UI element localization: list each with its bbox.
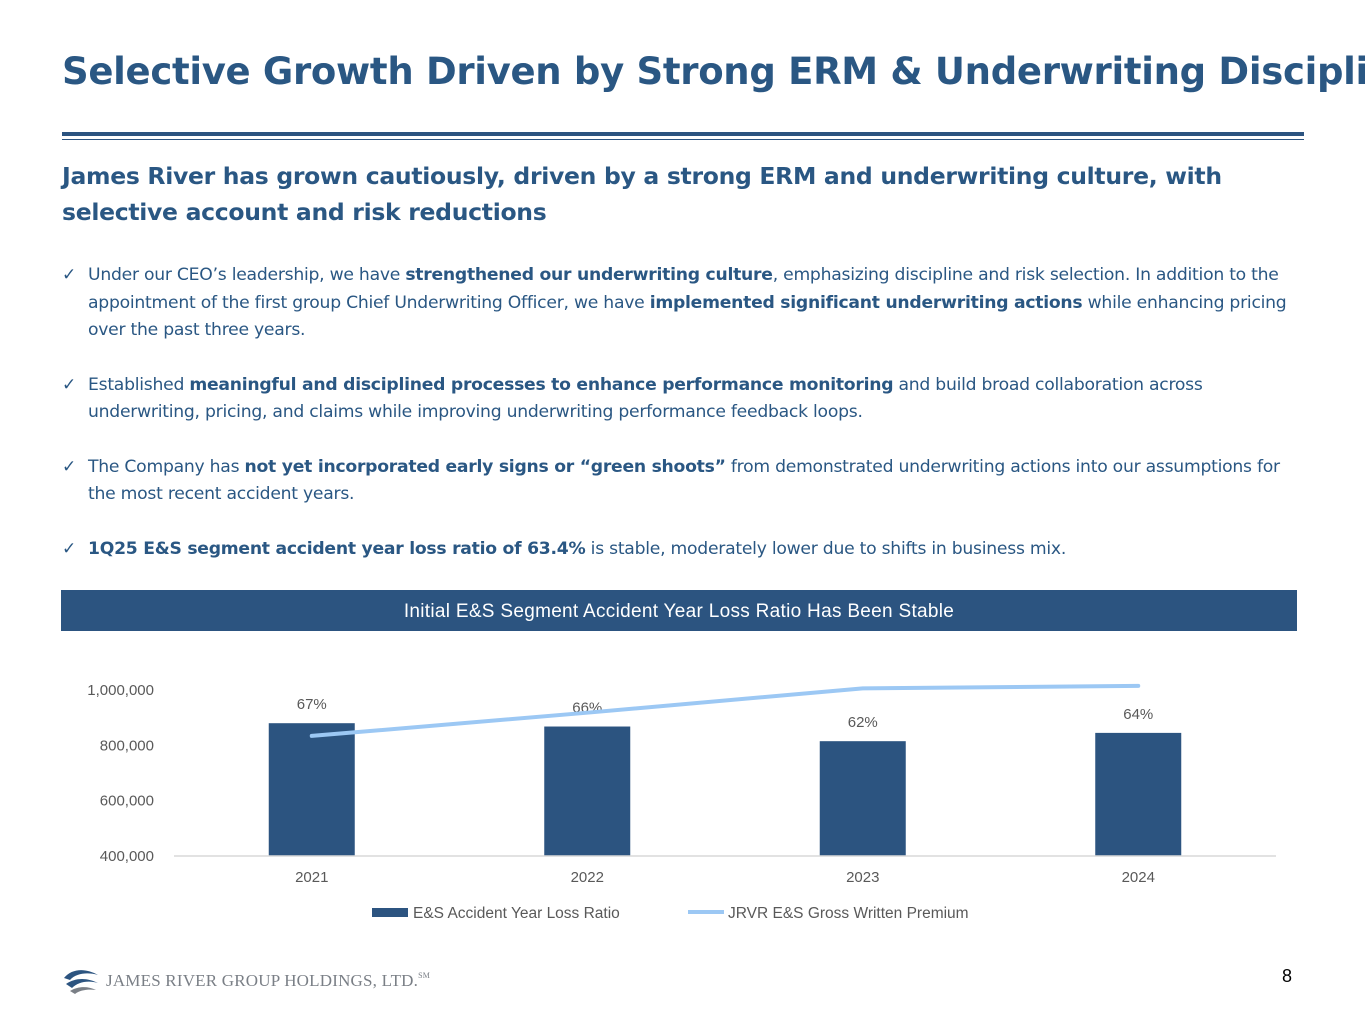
company-logo: JAMES RIVER GROUP HOLDINGS, LTD.SM [62,966,430,996]
bullet-text: and build broad collaboration across und… [88,374,1203,423]
check-icon: ✓ [62,265,76,285]
bar [544,726,631,856]
series-line [309,683,1141,738]
x-tick-label: 2023 [846,869,879,886]
bullet-item: ✓ The Company has not yet incorporated e… [62,454,1302,509]
bullet-text: from demonstrated underwriting actions i… [88,456,1280,505]
legend-label: JRVR E&S Gross Written Premium [728,905,969,922]
bullet-list: ✓ Under our CEO’s leadership, we have st… [62,262,1302,590]
x-tick-label: 2021 [295,869,328,886]
bar-data-label: 62% [848,714,878,731]
legend-swatch-bar [372,908,408,917]
subtitle: James River has grown cautiously, driven… [62,162,1222,226]
bar [268,723,355,856]
logo-text: JAMES RIVER GROUP HOLDINGS, LTD.SM [106,971,430,991]
logo-company-name: JAMES RIVER GROUP HOLDINGS, LTD. [106,971,419,990]
check-icon: ✓ [62,374,76,395]
x-tick-label: 2024 [1122,869,1155,886]
title-divider-thin [62,139,1304,140]
chart-title-banner: Initial E&S Segment Accident Year Loss R… [61,590,1297,631]
bar-data-label: 64% [1123,706,1153,723]
bullet-bold-text: not yet incorporated early signs or “gre… [244,456,726,477]
bar [1095,732,1182,856]
bullet-text: , emphasizing discipline and risk select… [88,265,1279,313]
bullet-text: is stable, moderately lower due to shift… [585,538,1067,559]
bullet-item: ✓ Established meaningful and disciplined… [62,372,1302,427]
y-tick-label: 1,000,000 [87,682,154,699]
bullet-text: while enhancing pricing over the past th… [88,292,1287,341]
y-tick-label: 800,000 [100,737,154,754]
bullet-bold-text: meaningful and disciplined processes to … [189,374,894,395]
bullet-text: Under our CEO’s leadership, we have [88,265,406,285]
bullet-text: The Company has [88,456,245,477]
bar-data-label: 67% [297,696,327,713]
bullet-bold-text: strengthened our underwriting culture [405,265,773,285]
bullet-bold-text: implemented significant underwriting act… [649,292,1083,313]
legend-label: E&S Accident Year Loss Ratio [413,905,620,922]
logo-trademark: SM [418,971,431,980]
title-divider-thick [62,132,1304,136]
bullet-item: ✓ Under our CEO’s leadership, we have st… [62,262,1302,345]
bar [819,741,906,856]
check-icon: ✓ [62,456,76,477]
bullet-text: Established [88,374,190,395]
bullet-bold-text: 1Q25 E&S segment accident year loss rati… [88,538,586,559]
james-river-logo-icon [64,970,98,994]
y-tick-label: 400,000 [100,848,154,865]
x-tick-label: 2022 [571,869,604,886]
page-number: 8 [1281,966,1292,986]
page-title: Selective Growth Driven by Strong ERM & … [62,50,1365,93]
y-tick-label: 600,000 [100,793,154,810]
bullet-item: ✓ 1Q25 E&S segment accident year loss ra… [62,536,1302,564]
check-icon: ✓ [62,538,76,559]
